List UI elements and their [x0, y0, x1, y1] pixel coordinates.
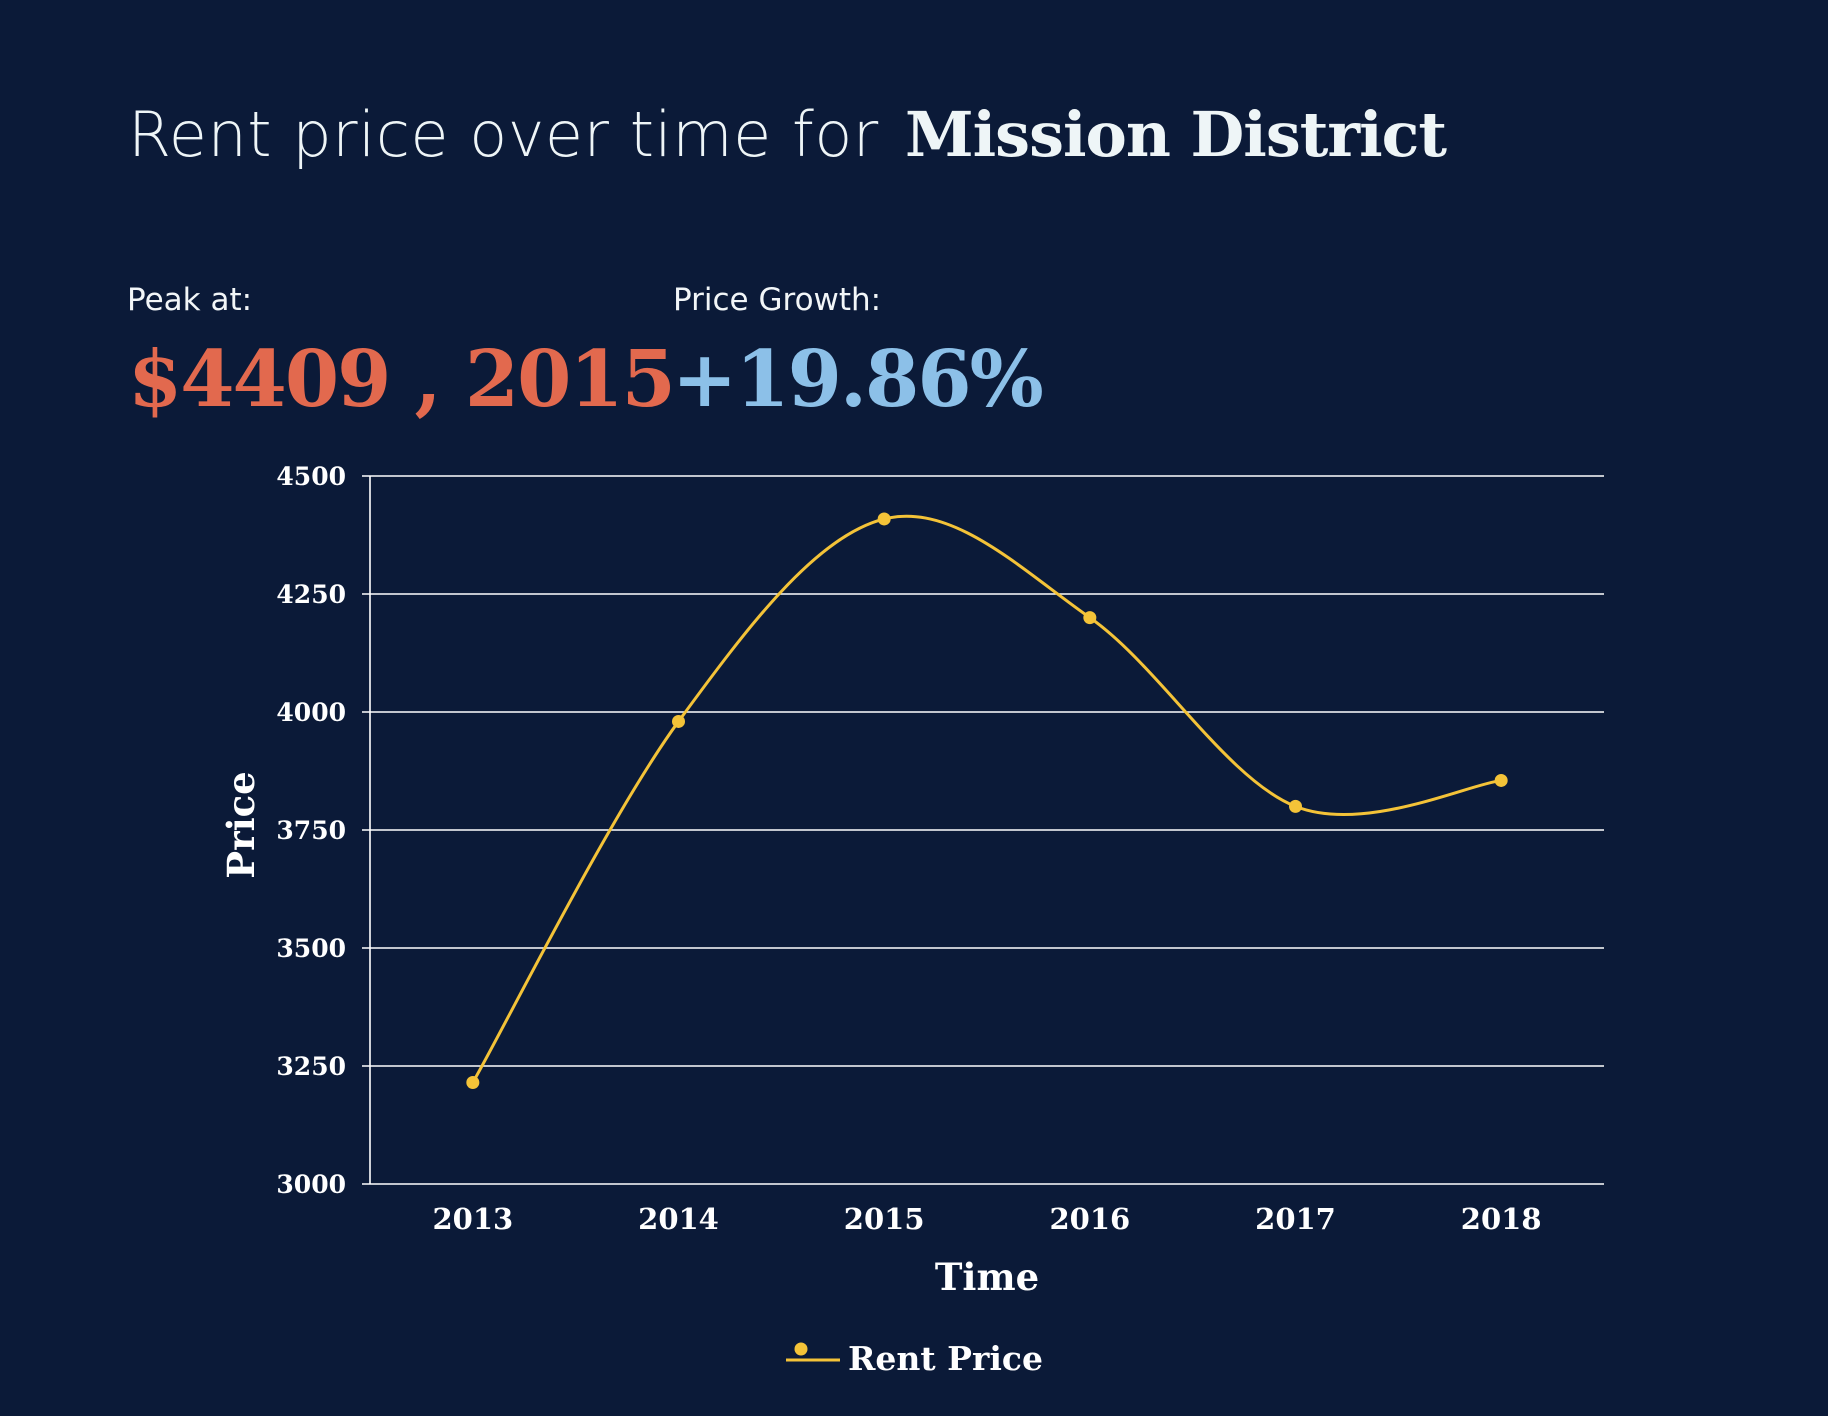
x-axis-title: Time [935, 1255, 1039, 1299]
growth-value: +19.86% [672, 334, 1044, 425]
x-axis-ticks: 2013 2014 2015 2016 2017 2018 [432, 1202, 1541, 1236]
peak-label: Peak at: [127, 282, 253, 318]
x-tick-label-2013: 2013 [432, 1202, 513, 1236]
series-rent-price [466, 512, 1508, 1090]
data-point-2016 [1083, 611, 1097, 625]
x-tick-label-2015: 2015 [844, 1202, 925, 1236]
legend-label: Rent Price [848, 1339, 1043, 1378]
series-line [471, 514, 1502, 1084]
x-tick-label-2014: 2014 [638, 1202, 719, 1236]
data-point-2017 [1289, 799, 1302, 813]
data-point-2018 [1494, 773, 1508, 787]
x-tick-label-2016: 2016 [1049, 1202, 1130, 1236]
grid-lines [362, 475, 1604, 1185]
y-tick-label-3250: 3250 [276, 1052, 346, 1081]
y-tick-label-3000: 3000 [276, 1170, 346, 1199]
data-point-2014 [672, 714, 685, 728]
peak-value: $4409 , 2015 [128, 334, 676, 425]
y-tick-label-3750: 3750 [276, 816, 346, 845]
title-neighborhood: Mission District [904, 98, 1447, 171]
data-point-2015 [877, 512, 891, 526]
growth-label: Price Growth: [673, 282, 882, 318]
data-point-2013 [466, 1076, 480, 1090]
y-tick-label-4500: 4500 [276, 462, 346, 491]
legend-marker [794, 1342, 808, 1356]
y-axis-ticks: 3000 3250 3500 3750 4000 4250 4500 [276, 462, 346, 1199]
y-tick-label-3500: 3500 [276, 934, 346, 963]
legend: Rent Price [786, 1339, 1043, 1378]
x-tick-label-2017: 2017 [1255, 1202, 1336, 1236]
title-prefix: Rent price over time for [128, 98, 879, 171]
y-tick-label-4000: 4000 [276, 698, 346, 727]
x-tick-label-2018: 2018 [1461, 1202, 1542, 1236]
y-tick-label-4250: 4250 [276, 580, 346, 609]
page-title: Rent price over time for Mission Distric… [128, 98, 1447, 171]
y-axis-title: Price [219, 771, 263, 878]
